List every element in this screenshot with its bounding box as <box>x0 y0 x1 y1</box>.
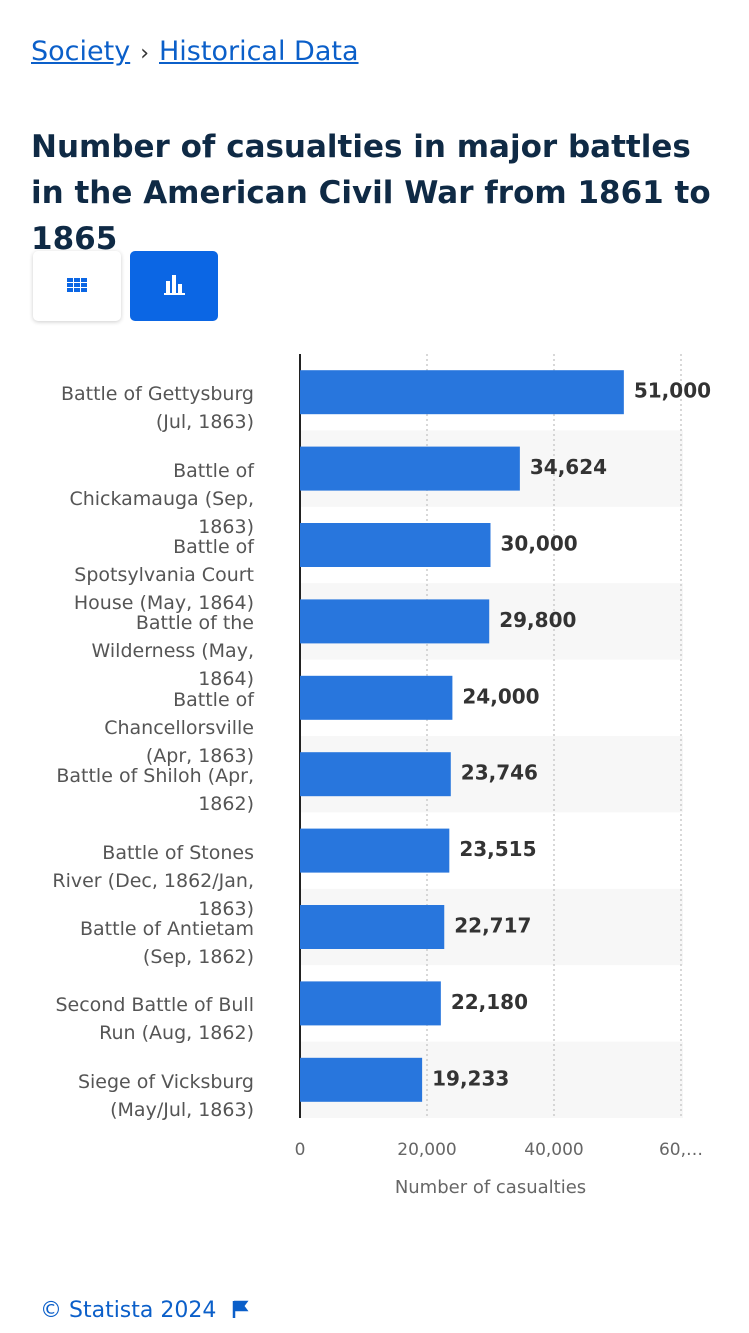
y-tick-label: Battle of Shiloh (Apr, 1862) <box>56 765 254 816</box>
footer: © Statista 2024 <box>40 1298 249 1323</box>
value-label: 23,515 <box>459 837 536 861</box>
flag-icon[interactable] <box>231 1299 249 1319</box>
bar <box>300 446 520 491</box>
value-label: 51,000 <box>634 379 711 403</box>
bar <box>300 370 624 415</box>
value-label: 29,800 <box>499 608 576 632</box>
x-tick-label: 0 <box>295 1140 306 1160</box>
bar <box>300 828 450 873</box>
y-tick-label: Battle of Antietam (Sep, 1862) <box>80 918 254 968</box>
table-view-button[interactable] <box>33 251 121 321</box>
bar <box>300 981 441 1026</box>
y-tick-label: Battle of Chickamauga (Sep, 1863) <box>69 459 254 538</box>
value-label: 22,717 <box>454 914 531 938</box>
bar <box>300 905 445 949</box>
chart-view-button[interactable] <box>130 251 218 321</box>
bar <box>300 1057 423 1102</box>
chart-title: Number of casualties in major battles in… <box>31 129 711 257</box>
chart-icon <box>164 275 185 295</box>
breadcrumb: Society › Historical Data <box>31 36 359 67</box>
bar <box>300 752 451 797</box>
table-icon <box>67 278 87 292</box>
y-tick-label: Battle of Chancellorsville (Apr, 1863) <box>104 688 254 767</box>
x-tick-label: 40,000 <box>524 1140 583 1160</box>
value-label: 22,180 <box>451 990 528 1014</box>
y-tick-label: Second Battle of Bull Run (Aug, 1862) <box>55 994 254 1045</box>
y-tick-label: Battle of Spotsylvania Court House (May,… <box>73 536 254 614</box>
value-label: 23,746 <box>461 761 538 785</box>
x-tick-label: 20,000 <box>397 1140 456 1160</box>
breadcrumb-link[interactable]: Historical Data <box>159 36 359 67</box>
breadcrumb-link[interactable]: Society <box>31 36 131 67</box>
y-tick-label: Battle of the Wilderness (May, 1864) <box>91 612 254 691</box>
y-tick-label: Battle of Stones River (Dec, 1862/Jan, 1… <box>52 841 254 920</box>
value-label: 19,233 <box>432 1066 509 1090</box>
bar <box>300 599 490 644</box>
value-label: 34,624 <box>530 455 607 479</box>
y-tick-label: Battle of Gettysburg (Jul, 1863) <box>60 383 254 434</box>
bar <box>300 675 453 720</box>
bar <box>300 523 491 567</box>
y-tick-label: Siege of Vicksburg (May/Jul, 1863) <box>77 1070 254 1121</box>
value-label: 30,000 <box>501 532 578 556</box>
chart: 0 20,000 40,000 60,… Number of casualties 51,… <box>295 354 711 1198</box>
x-axis-title: Number of casualties <box>395 1177 586 1198</box>
copyright[interactable]: © Statista 2024 <box>40 1298 217 1323</box>
value-label: 24,000 <box>462 684 539 708</box>
x-tick-label: 60,… <box>659 1140 703 1160</box>
breadcrumb-separator: › <box>140 41 149 66</box>
